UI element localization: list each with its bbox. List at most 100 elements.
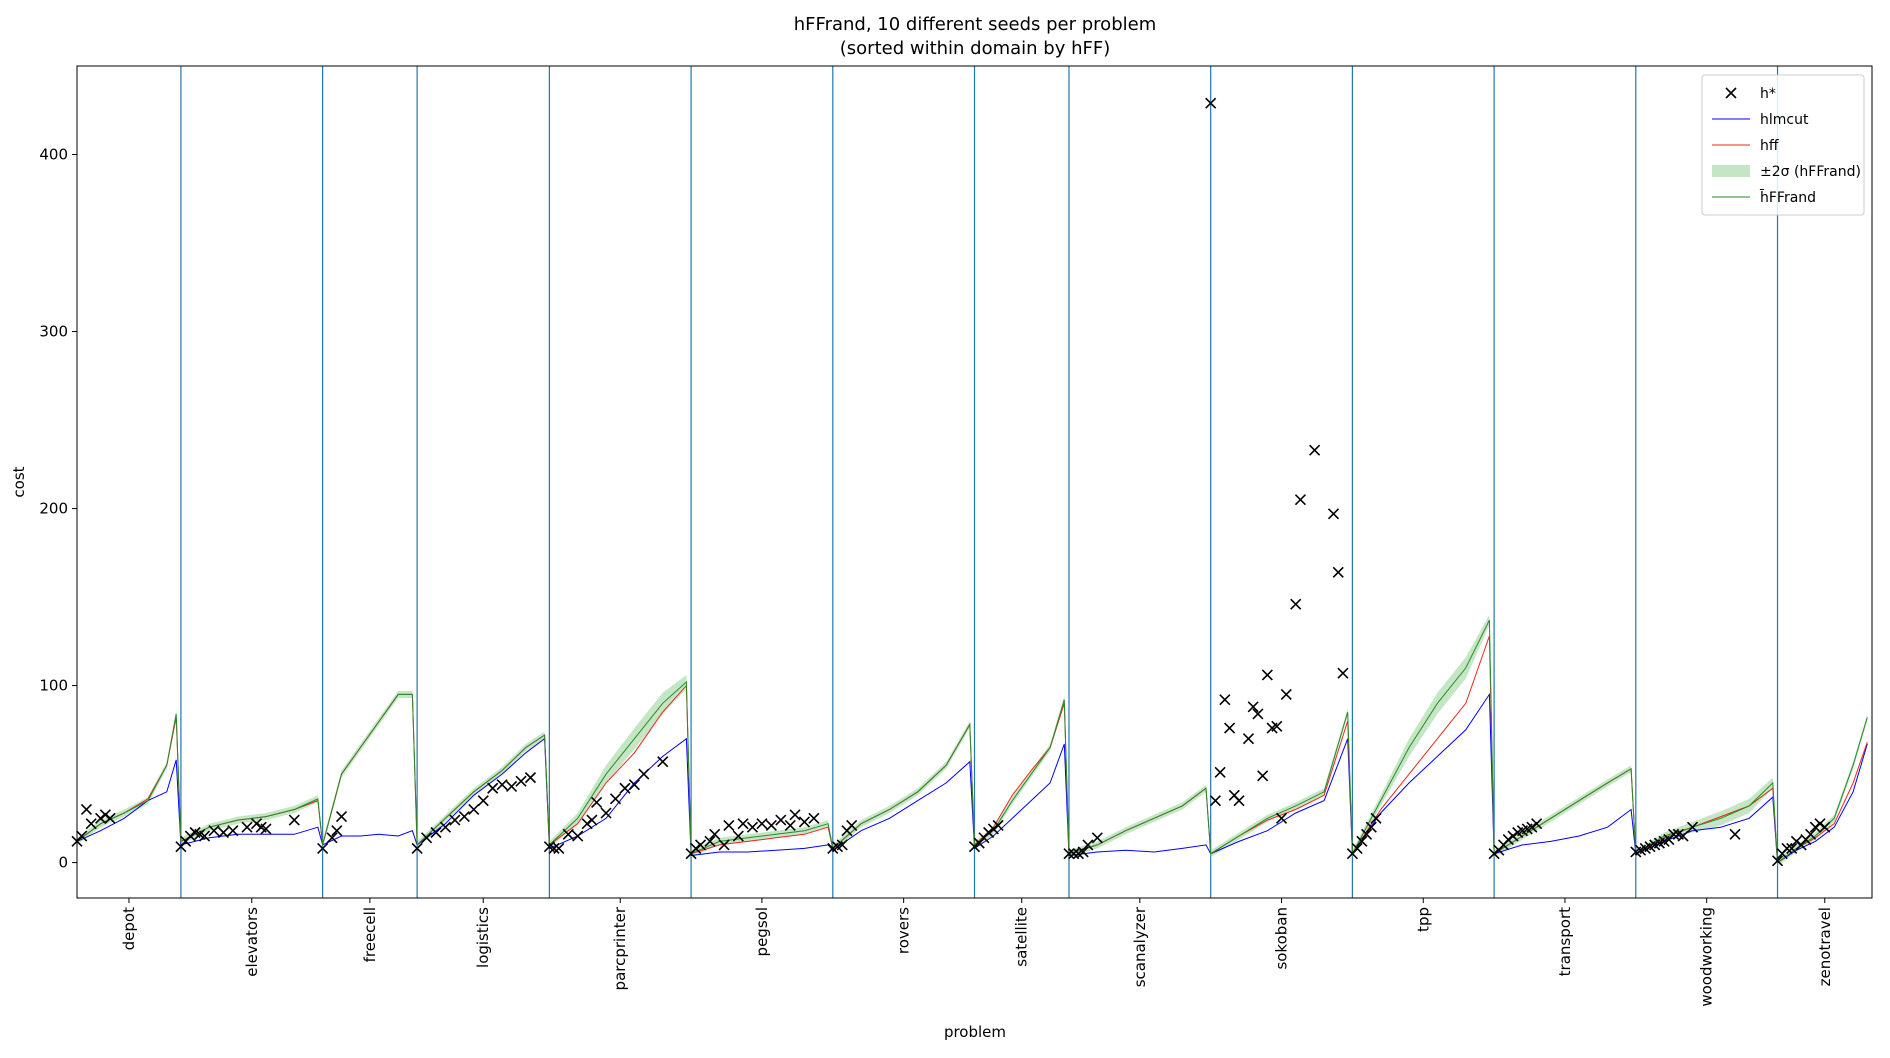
scatter-marker (1370, 812, 1382, 824)
scatter-marker (317, 842, 329, 854)
scatter-marker (808, 812, 820, 824)
scatter-marker (1309, 444, 1321, 456)
scatter-marker (798, 816, 811, 828)
y-axis-label: cost (10, 466, 28, 497)
scatter-marker (628, 779, 640, 791)
scatter-marker (581, 818, 593, 830)
scatter-marker (288, 814, 300, 826)
scatter-marker (1531, 818, 1543, 830)
x-tick-label: pegsol (753, 907, 771, 956)
scatter-marker (184, 830, 196, 842)
scatter-marker (1668, 828, 1680, 840)
plot-frame (76, 65, 1873, 899)
x-tick-label: transport (1556, 907, 1574, 976)
scatter-marker (1294, 494, 1306, 506)
scatter-marker (496, 779, 508, 791)
chart-subtitle: (sorted within domain by hFF) (840, 38, 1110, 59)
x-tick-label: freecell (361, 907, 379, 962)
x-tick-label: woodworking (1698, 907, 1716, 1007)
scatter-marker (1814, 818, 1826, 830)
scatter-marker (411, 842, 423, 854)
scatter-marker (836, 839, 848, 851)
chart-title: hFFrand, 10 different seeds per problem (794, 14, 1156, 35)
legend-label: ±2σ (hFFrand) (1760, 164, 1861, 180)
y-tick-label: 200 (39, 500, 68, 518)
scatter-marker (250, 818, 263, 830)
scatter-marker (430, 826, 442, 839)
scatter-marker (241, 821, 253, 833)
scatter-marker (1805, 828, 1817, 840)
scatter-marker (694, 839, 707, 851)
scatter-marker (1327, 508, 1340, 520)
legend-label: h* (1760, 86, 1776, 102)
scatter-marker (1290, 598, 1302, 610)
scatter-marker (1209, 795, 1221, 807)
x-tick-label: logistics (474, 907, 492, 968)
scatter-marker (1247, 701, 1259, 713)
scatter-marker (784, 819, 796, 831)
scatter-marker (572, 830, 584, 842)
scatter-marker (1205, 97, 1217, 109)
scatter-marker (326, 832, 338, 844)
scatter-marker (1082, 839, 1094, 851)
scatter-marker (198, 830, 211, 842)
scatter-marker (1214, 766, 1226, 778)
scatter-marker (1252, 708, 1264, 720)
scatter-marker (1677, 830, 1689, 842)
x-tick-label: rovers (895, 907, 913, 954)
scatter-marker (1077, 846, 1089, 858)
scatter-marker (775, 814, 787, 826)
legend-marker (1725, 87, 1737, 99)
scatter-marker (1280, 688, 1292, 700)
scatter-marker (1068, 848, 1080, 860)
x-tick-label: sokoban (1273, 907, 1291, 970)
y-tick-label: 0 (58, 854, 68, 872)
scatter-marker (609, 793, 622, 805)
scatter-marker (458, 811, 470, 823)
scatter-marker (723, 819, 735, 831)
scatter-marker (737, 818, 749, 830)
scatter-marker (1786, 842, 1798, 854)
scatter-marker (76, 830, 88, 842)
scatter-marker (1809, 821, 1821, 833)
scatter-marker (1351, 842, 1363, 854)
scatter-marker (217, 826, 229, 839)
scatter-marker (335, 811, 348, 823)
y-tick-label: 300 (39, 323, 68, 341)
scatter-marker (1781, 842, 1793, 854)
scatter-marker (260, 823, 272, 835)
x-tick-label: elevators (243, 907, 261, 977)
scatter-marker (1091, 832, 1103, 844)
scatter-marker (1224, 722, 1236, 734)
scatter-marker (732, 830, 744, 842)
scatter-marker (704, 835, 716, 847)
y-tick-label: 100 (39, 677, 68, 695)
x-tick-label: satellite (1013, 907, 1031, 967)
scatter-marker (1219, 694, 1231, 706)
y-tick-label: 400 (39, 146, 68, 164)
scatter-marker (983, 826, 995, 839)
scatter-marker (586, 814, 598, 826)
scatter-marker (846, 819, 858, 831)
scatter-marker (1332, 566, 1344, 578)
scatter-marker (1242, 733, 1255, 745)
scatter-marker (789, 809, 801, 821)
scatter-marker (477, 795, 489, 807)
scatter-marker (1271, 720, 1283, 732)
scatter-marker (99, 809, 111, 821)
scatter-marker (1790, 835, 1802, 847)
scatter-marker (208, 825, 220, 837)
scatter-marker (80, 803, 93, 816)
x-axis-label: problem (944, 1023, 1006, 1041)
scatter-marker (439, 821, 452, 833)
scatter-marker (600, 807, 612, 819)
scatter-marker (709, 828, 721, 840)
scatter-marker (718, 839, 730, 851)
scatter-marker (1729, 828, 1741, 840)
scatter-marker (449, 814, 461, 826)
scatter-marker (562, 828, 574, 840)
scatter-marker (331, 825, 343, 837)
series-line (76, 635, 1868, 864)
